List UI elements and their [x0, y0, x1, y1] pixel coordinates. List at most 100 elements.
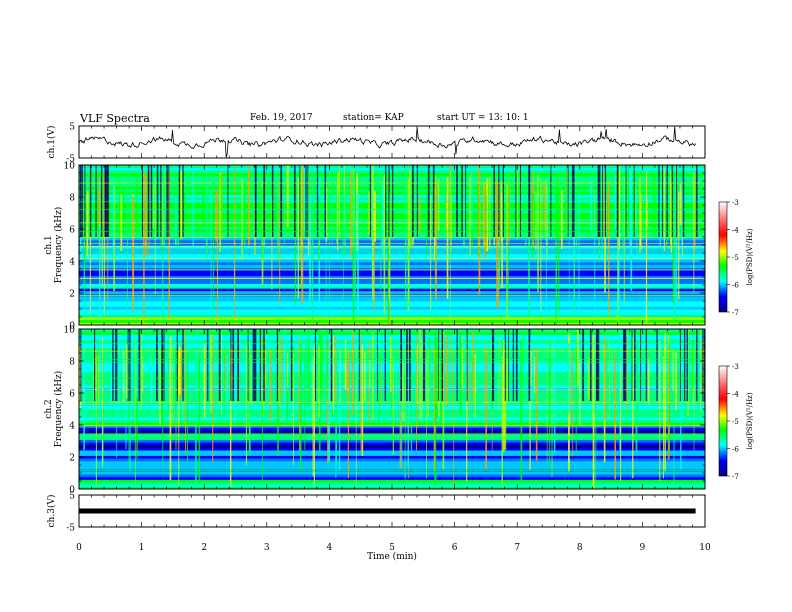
spectrogram-streak — [195, 347, 197, 489]
spectrogram-streak — [461, 334, 463, 388]
spectrogram-band — [79, 283, 705, 286]
x-tick-label: 8 — [577, 543, 583, 553]
spectrogram-streak — [520, 339, 523, 484]
spectrogram-streak — [276, 329, 278, 401]
spectrogram-streak — [148, 165, 150, 237]
spectrogram-line — [79, 269, 705, 271]
spectrogram-streak — [575, 347, 577, 456]
spectrogram-streak — [178, 165, 181, 237]
spectrogram-streak — [596, 329, 599, 401]
spectrogram-streak — [571, 165, 574, 237]
spectrogram-streak — [590, 179, 593, 232]
spectrogram-streak — [597, 329, 600, 401]
spectrogram-line — [79, 469, 705, 471]
spectrogram-streak — [255, 329, 257, 401]
spectrogram-line — [79, 208, 705, 210]
y-axis-label: ch.3(V) — [46, 495, 57, 528]
spectrogram-streak — [392, 165, 394, 237]
spectrogram-band — [79, 270, 705, 274]
x-tick-label: 7 — [514, 543, 520, 553]
colorbar-tick-label: -4 — [732, 391, 739, 399]
spectrogram-streak — [438, 329, 440, 401]
spectrogram-streak — [560, 189, 563, 250]
spectrogram-streak — [662, 165, 664, 237]
spectrogram-streak — [259, 329, 262, 401]
spectrogram-streak — [182, 165, 184, 237]
spectrogram-band — [79, 237, 705, 241]
spectrogram-streak — [573, 165, 575, 237]
spectrogram-line — [79, 410, 705, 412]
spectrogram-streak — [506, 358, 509, 402]
colorbar-ch1 — [718, 201, 728, 313]
spectrogram-streak — [86, 191, 89, 222]
spectrogram-streak — [400, 329, 402, 401]
spectrogram-streak — [83, 185, 86, 287]
spectrogram-streak — [409, 169, 411, 249]
spectrogram-band — [79, 460, 705, 464]
spectrogram-streak — [292, 346, 294, 401]
spectrogram-line — [79, 251, 705, 252]
spectrogram-streak — [300, 168, 302, 253]
spectrogram-band — [79, 223, 705, 227]
spectrogram-band — [79, 442, 705, 446]
spectrogram-streak — [174, 196, 177, 245]
x-tick-label: 2 — [201, 543, 207, 553]
x-axis-label: Time (min) — [367, 551, 417, 562]
spectrogram-band — [79, 231, 705, 235]
spectrogram-streak — [594, 189, 596, 316]
spectrogram-streak — [213, 195, 214, 310]
spectrogram-streak — [374, 190, 376, 242]
spectrogram-streak — [172, 341, 174, 423]
spectrogram-streak — [535, 347, 538, 461]
spectrogram-streak — [437, 178, 440, 232]
spectrogram-band — [79, 463, 705, 467]
spectrogram-streak — [427, 165, 430, 237]
spectrogram-streak — [522, 336, 525, 391]
spectrogram-streak — [597, 165, 600, 237]
spectrogram-streak — [485, 195, 488, 238]
spectrogram-streak — [466, 329, 468, 401]
spectrogram-line — [79, 425, 705, 427]
spectrogram-streak — [129, 329, 131, 401]
spectrogram-band — [79, 248, 705, 252]
spectrogram-streak — [543, 182, 545, 231]
spectrogram-streak — [680, 355, 682, 470]
spectrogram-streak — [406, 329, 408, 401]
spectrogram-streak — [372, 165, 374, 301]
spectrogram-streak — [126, 344, 128, 399]
spectrogram-streak — [328, 195, 330, 230]
spectrogram-band — [79, 295, 705, 299]
spectrogram-streak — [553, 340, 556, 454]
spectrogram-band — [79, 317, 705, 321]
spectrogram-streak — [535, 191, 537, 253]
spectrogram-streak — [344, 340, 347, 390]
spectrogram-streak — [422, 329, 424, 401]
spectrogram-streak — [446, 177, 449, 299]
spectrogram-streak — [426, 179, 427, 258]
spectrogram-streak — [416, 165, 418, 237]
spectrogram-streak — [469, 357, 471, 411]
spectrogram-streak — [100, 165, 103, 237]
spectrogram-streak — [663, 356, 664, 479]
spectrogram-streak — [567, 165, 569, 237]
spectrogram-streak — [646, 196, 648, 229]
spectrogram-streak — [346, 359, 349, 394]
spectrogram-streak — [94, 329, 96, 401]
spectrogram-streak — [440, 348, 442, 422]
spectrogram-band — [79, 439, 705, 443]
spectrogram-band — [79, 218, 705, 222]
spectrogram-streak — [351, 332, 354, 414]
spectrogram-streak — [465, 165, 467, 237]
spectrogram-streak — [94, 349, 97, 387]
spectrogram-streak — [579, 358, 581, 425]
spectrogram-streak — [261, 358, 263, 401]
spectrogram-streak — [301, 165, 304, 305]
spectrogram-streak — [307, 165, 309, 237]
spectrogram-streak — [312, 357, 314, 477]
spectrogram-streak — [549, 358, 551, 469]
spectrogram-band — [79, 430, 705, 434]
spectrogram-streak — [247, 329, 249, 401]
spectrogram-streak — [441, 329, 444, 401]
spectrogram-streak — [427, 349, 430, 417]
spectrogram-streak — [249, 354, 252, 405]
